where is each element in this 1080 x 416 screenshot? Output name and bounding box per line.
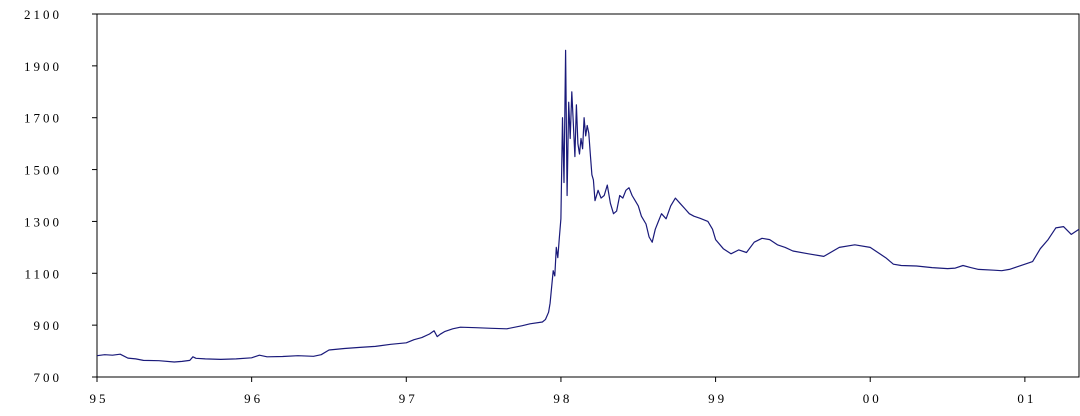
x-tick-label: 00 (863, 391, 882, 406)
x-tick-label: 96 (244, 391, 263, 406)
y-tick-label: 1100 (24, 266, 62, 281)
series-line (96, 49, 1080, 363)
plot-frame (96, 13, 1080, 378)
y-tick-label: 1900 (24, 59, 62, 74)
y-axis: 700 900 1100 1300 1500 1700 1900 2100 (24, 7, 1080, 385)
y-tick-label: 2100 (24, 7, 62, 22)
x-tick-label: 95 (90, 391, 109, 406)
x-axis: 95 96 97 98 99 00 01 (90, 377, 1036, 406)
x-tick-label: 98 (553, 391, 572, 406)
y-tick-label: 900 (34, 318, 63, 333)
x-tick-label: 97 (399, 391, 418, 406)
series-layer (96, 49, 1080, 363)
y-tick-label: 1300 (24, 214, 62, 229)
x-tick-label: 01 (1017, 391, 1036, 406)
y-tick-label: 1500 (24, 163, 62, 178)
y-tick-label: 700 (34, 370, 63, 385)
x-tick-label: 99 (708, 391, 727, 406)
y-tick-label: 1700 (24, 111, 62, 126)
